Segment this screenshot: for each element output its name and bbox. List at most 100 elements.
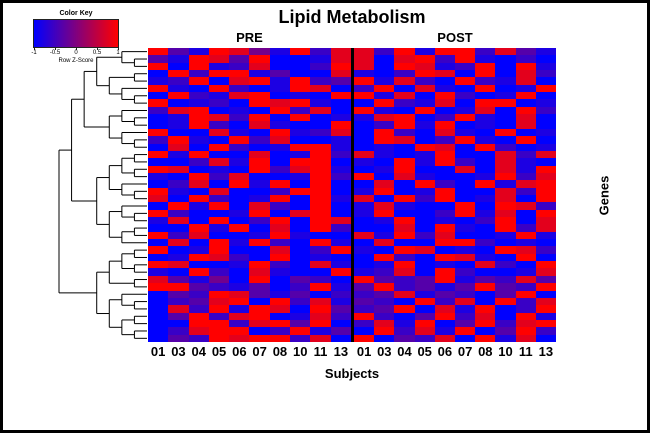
heatmap-cell — [394, 143, 415, 151]
heatmap-cell — [475, 319, 496, 328]
heatmap-cell — [290, 77, 311, 85]
heatmap-cell — [394, 305, 415, 313]
heatmap-cell — [374, 84, 395, 93]
heatmap-cell — [229, 165, 250, 173]
heatmap-cell — [354, 319, 375, 328]
heatmap-cell — [188, 231, 209, 240]
heatmap-cell — [515, 290, 536, 298]
heatmap-cell — [515, 136, 536, 144]
heatmap-cell — [535, 128, 556, 137]
heatmap-cell — [249, 290, 270, 298]
heatmap-cell — [330, 297, 351, 306]
heatmap-cell — [310, 165, 331, 173]
heatmap-cell — [455, 143, 476, 151]
heatmap-cell — [455, 231, 476, 240]
heatmap-cell — [414, 48, 435, 56]
heatmap-cell — [290, 268, 311, 276]
heatmap-cell — [168, 268, 189, 276]
heatmap-cell — [394, 187, 415, 195]
heatmap-cell — [374, 334, 395, 342]
heatmap-cell — [148, 239, 169, 247]
heatmap-cell — [290, 114, 311, 122]
heatmap-cell — [188, 77, 209, 85]
heatmap-grid-post — [354, 48, 556, 342]
heatmap-cell — [455, 305, 476, 313]
heatmap-cell — [495, 312, 516, 320]
heatmap-cell — [229, 128, 250, 137]
heatmap-cell — [354, 77, 375, 85]
heatmap-cell — [208, 319, 230, 328]
heatmap-cell — [148, 334, 169, 342]
heatmap-cell — [434, 158, 455, 166]
heatmap-cell — [269, 305, 291, 313]
heatmap-cell — [515, 70, 536, 78]
heatmap-cell — [354, 334, 375, 342]
heatmap-cell — [208, 275, 230, 284]
heatmap-cell — [394, 275, 415, 284]
heatmap-cell — [475, 48, 496, 56]
heatmap-cell — [374, 290, 395, 298]
heatmap-cell — [394, 136, 415, 144]
heatmap-cell — [290, 187, 311, 195]
heatmap-cell — [269, 136, 291, 144]
heatmap-cell — [188, 70, 209, 78]
heatmap-cell — [208, 55, 230, 63]
heatmap-cell — [290, 180, 311, 188]
heatmap-cell — [208, 312, 230, 320]
heatmap-cell — [414, 92, 435, 100]
heatmap-cell — [168, 70, 189, 78]
heatmap-cell — [208, 246, 230, 254]
heatmap-cell — [434, 261, 455, 269]
heatmap-cell — [290, 55, 311, 63]
heatmap-cell — [515, 128, 536, 137]
heatmap-cell — [414, 334, 435, 342]
heatmap-cell — [455, 70, 476, 78]
heatmap-cell — [434, 297, 455, 306]
heatmap-cell — [229, 253, 250, 262]
heatmap-cell — [475, 114, 496, 122]
heatmap-cell — [535, 334, 556, 342]
heatmap-cell — [208, 180, 230, 188]
heatmap-cell — [354, 158, 375, 166]
heatmap-cell — [290, 246, 311, 254]
heatmap-cell — [455, 268, 476, 276]
heatmap-cell — [515, 202, 536, 210]
heatmap-cell — [535, 261, 556, 269]
heatmap-cell — [290, 327, 311, 335]
heatmap-cell — [475, 268, 496, 276]
heatmap-cell — [188, 202, 209, 210]
heatmap-cell — [354, 55, 375, 63]
heatmap-cell — [208, 202, 230, 210]
heatmap-cell — [290, 202, 311, 210]
heatmap-cell — [394, 121, 415, 129]
heatmap-cell — [290, 99, 311, 107]
heatmap-cell — [229, 312, 250, 320]
heatmap-cell — [515, 77, 536, 85]
heatmap-cell — [290, 319, 311, 328]
heatmap-cell — [208, 209, 230, 218]
heatmap-cell — [229, 84, 250, 93]
column-label: 01 — [356, 344, 372, 359]
heatmap-cell — [535, 327, 556, 335]
heatmap-cell — [495, 305, 516, 313]
heatmap-cell — [354, 305, 375, 313]
heatmap-cell — [148, 62, 169, 71]
heatmap-cell — [269, 143, 291, 151]
heatmap-cell — [330, 158, 351, 166]
heatmap-cell — [330, 128, 351, 137]
color-key-tick-label: 0.5 — [92, 50, 102, 56]
heatmap-cell — [495, 224, 516, 232]
heatmap-cell — [229, 261, 250, 269]
heatmap-cell — [188, 224, 209, 232]
heatmap-cell — [515, 99, 536, 107]
heatmap-cell — [374, 231, 395, 240]
heatmap-cell — [434, 283, 455, 291]
heatmap-cell — [269, 283, 291, 291]
heatmap-cell — [148, 297, 169, 306]
heatmap-cell — [269, 106, 291, 115]
heatmap-cell — [394, 239, 415, 247]
heatmap-cell — [354, 128, 375, 137]
heatmap-cell — [229, 231, 250, 240]
heatmap-cell — [249, 128, 270, 137]
heatmap-cell — [310, 268, 331, 276]
